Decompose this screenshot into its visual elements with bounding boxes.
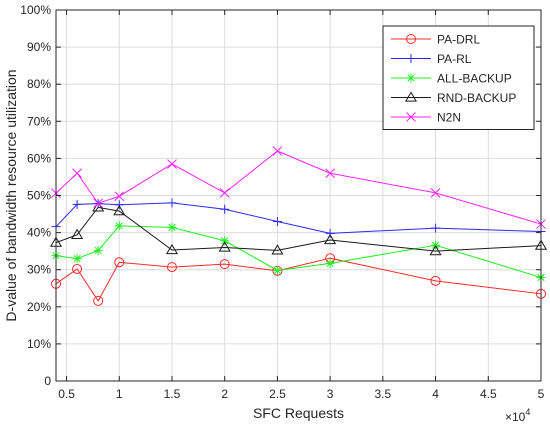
x-tick-label: 1.5	[164, 387, 181, 401]
data-point-n2n	[219, 188, 230, 198]
series-line-all-backup	[55, 225, 542, 278]
data-point-rnd-backup	[92, 201, 105, 212]
data-point-pa-rl	[72, 199, 82, 209]
data-point-pa-drl	[166, 262, 177, 273]
y-tick-label: 40%	[27, 226, 51, 240]
data-point-pa-rl	[167, 198, 177, 208]
axis-ticks: 0 10% 20% 30% 40% 50% 60% 70% 80% 90% 100% 0.5 1 1.5 2…	[20, 3, 544, 401]
x-axis-label: SFC Requests	[253, 405, 344, 421]
data-point-rnd-backup	[271, 244, 284, 255]
legend-label-pa-rl: PA-RL	[437, 52, 472, 66]
y-tick-label: 10%	[27, 337, 51, 351]
y-tick-label: 0	[44, 374, 51, 388]
data-point-all-backup	[72, 254, 82, 264]
data-point-pa-drl	[72, 263, 83, 274]
legend-item-all-backup: ALL-BACKUP	[391, 72, 512, 86]
data-point-rnd-backup	[71, 228, 84, 239]
data-point-rnd-backup	[113, 204, 126, 216]
legend-item-pa-rl: PA-RL	[391, 52, 472, 66]
series-n2n	[51, 146, 546, 229]
legend-box	[382, 25, 535, 130]
series-line-rnd-backup	[55, 206, 542, 252]
legend-item-n2n: N2N	[391, 111, 461, 125]
x-axis-multiplier-base: ×10	[505, 410, 526, 424]
series-layer	[49, 146, 548, 306]
data-point-n2n	[72, 168, 82, 179]
x-tick-label: 2	[221, 387, 228, 401]
data-point-rnd-backup	[324, 233, 337, 245]
data-point-all-backup	[93, 245, 103, 255]
legend-marker-rnd-backup	[404, 91, 418, 102]
legend-label-n2n: N2N	[437, 111, 461, 125]
data-point-pa-rl	[325, 228, 335, 238]
data-point-pa-rl	[431, 223, 441, 233]
data-point-n2n	[272, 146, 283, 156]
data-point-pa-rl	[114, 200, 124, 210]
y-tick-label: 90%	[27, 40, 51, 54]
x-tick-label: 5	[538, 387, 545, 401]
data-point-all-backup	[114, 221, 124, 231]
legend: PA-DRL PA-RL ALL-BACKUP RND-BACKUP N2N	[382, 25, 535, 130]
data-point-pa-drl	[114, 257, 125, 268]
legend-label-all-backup: ALL-BACKUP	[437, 72, 512, 86]
legend-label-rnd-backup: RND-BACKUP	[437, 91, 516, 105]
data-point-pa-drl	[430, 275, 441, 286]
legend-label-pa-drl: PA-DRL	[437, 33, 480, 47]
y-tick-label: 30%	[27, 263, 51, 277]
y-axis-label: D-value of bandwidth resource utilizatio…	[3, 69, 19, 321]
legend-item-rnd-backup: RND-BACKUP	[391, 91, 516, 105]
series-line-pa-rl	[55, 202, 542, 234]
y-tick-label: 100%	[20, 3, 51, 17]
legend-item-pa-drl: PA-DRL	[391, 33, 480, 47]
data-point-rnd-backup	[165, 243, 179, 255]
series-line-pa-drl	[55, 257, 542, 302]
data-point-n2n	[325, 168, 335, 179]
data-point-all-backup	[272, 265, 282, 275]
data-point-n2n	[430, 188, 441, 198]
y-tick-label: 80%	[27, 77, 51, 91]
legend-marker-n2n	[406, 112, 416, 122]
data-point-n2n	[114, 191, 125, 202]
x-tick-label: 1	[116, 387, 123, 401]
x-tick-label: 4.5	[480, 387, 497, 401]
data-point-n2n	[167, 159, 177, 169]
x-tick-label: 3	[327, 387, 334, 401]
data-point-n2n	[93, 198, 104, 209]
x-tick-label: 0.5	[58, 387, 75, 401]
x-tick-label: 2.5	[269, 387, 286, 401]
series-line-n2n	[55, 150, 542, 225]
data-point-pa-rl	[220, 204, 230, 214]
y-tick-label: 20%	[27, 300, 51, 314]
data-point-pa-drl	[219, 259, 230, 270]
legend-marker-all-backup	[406, 73, 416, 83]
data-point-all-backup	[167, 222, 177, 232]
y-tick-label: 50%	[27, 189, 51, 203]
data-point-all-backup	[220, 236, 230, 246]
x-tick-label: 4	[432, 387, 439, 401]
data-point-rnd-backup	[429, 244, 442, 256]
data-point-all-backup	[325, 258, 335, 268]
x-tick-label: 3.5	[375, 387, 392, 401]
data-point-rnd-backup	[218, 241, 231, 252]
y-tick-label: 70%	[27, 114, 51, 128]
legend-marker-pa-drl	[406, 34, 416, 44]
data-point-pa-drl	[93, 295, 104, 306]
data-point-pa-rl	[272, 216, 282, 226]
y-tick-label: 60%	[27, 151, 51, 165]
legend-marker-pa-rl	[406, 54, 416, 63]
x-axis-multiplier: ×104	[505, 407, 530, 424]
x-axis-multiplier-exponent: 4	[525, 407, 530, 417]
